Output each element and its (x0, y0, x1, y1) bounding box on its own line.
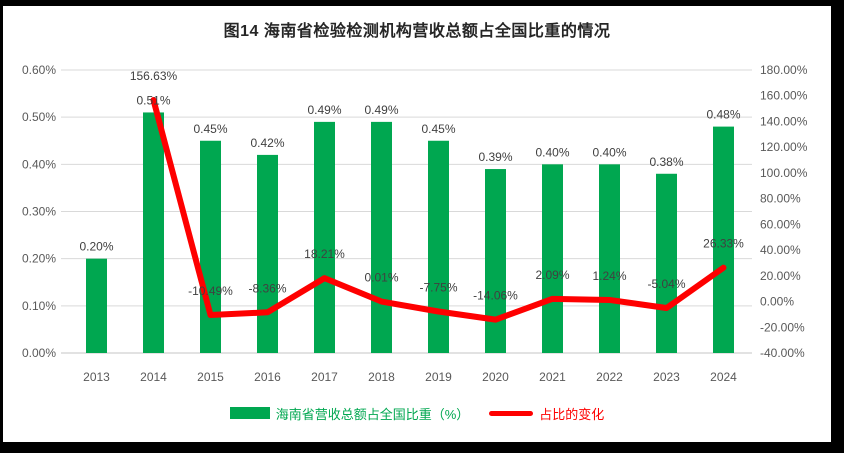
line-value-label: 2.09% (535, 268, 569, 282)
bar-2014 (143, 112, 164, 353)
bar-2021 (542, 164, 563, 353)
right-axis-tick-label: 180.00% (760, 63, 808, 77)
bar-value-label: 0.49% (364, 103, 398, 117)
legend-item-line-series: 占比的变化 (489, 404, 604, 423)
right-axis-tick-label: 60.00% (760, 217, 801, 231)
x-axis-year-label: 2013 (83, 370, 110, 384)
bar-2018 (371, 121, 392, 353)
line-value-label: -7.75% (419, 281, 457, 295)
bar-2023 (656, 173, 677, 353)
bar-value-label: 0.20% (79, 240, 113, 254)
x-axis-year-label: 2020 (482, 370, 509, 384)
right-axis-tick-label: 100.00% (760, 166, 808, 180)
bar-value-label: 0.49% (307, 103, 341, 117)
line-value-label: 26.33% (703, 237, 744, 251)
left-axis-tick-label: 0.60% (22, 63, 56, 77)
bar-value-label: 0.45% (421, 122, 455, 136)
bar-2013 (86, 258, 107, 353)
line-value-label: 156.63% (130, 69, 178, 83)
left-axis-tick-label: 0.40% (22, 157, 56, 171)
bar-series-legend-label: 海南省营收总额占全国比重（%） (275, 406, 470, 422)
right-axis-tick-label: 120.00% (760, 140, 808, 154)
bar-value-label: 0.40% (592, 145, 626, 159)
line-value-label: -8.36% (248, 281, 286, 295)
right-axis-tick-label: 140.00% (760, 114, 808, 128)
bar-value-label: 0.39% (478, 150, 512, 164)
bar-value-label: 0.48% (706, 108, 740, 122)
right-axis-tick-label: 160.00% (760, 89, 808, 103)
left-axis-tick-label: 0.20% (22, 252, 56, 266)
line-value-label: -14.06% (473, 289, 518, 303)
x-axis-year-label: 2014 (140, 370, 167, 384)
left-axis-tick-label: 0.30% (22, 205, 56, 219)
left-axis-tick-label: 0.00% (22, 346, 56, 360)
x-axis-year-label: 2017 (311, 370, 338, 384)
line-series-swatch-icon (489, 410, 534, 416)
x-axis-year-label: 2022 (596, 370, 623, 384)
line-value-label: 1.24% (592, 269, 626, 283)
chart-legend: 海南省营收总额占全国比重（%） 占比的变化 (3, 403, 831, 423)
left-axis-tick-label: 0.10% (22, 299, 56, 313)
line-series-legend-label: 占比的变化 (539, 406, 605, 422)
right-axis-tick-label: 20.00% (760, 269, 801, 283)
line-value-label: 18.21% (304, 247, 345, 261)
bar-value-label: 0.38% (649, 155, 683, 169)
x-axis-year-label: 2023 (653, 370, 680, 384)
line-value-label: 0.01% (364, 271, 398, 285)
line-value-label: -10.49% (188, 284, 233, 298)
bar-series-swatch-icon (229, 407, 270, 419)
x-axis-year-label: 2024 (710, 370, 737, 384)
line-value-label: -5.04% (647, 277, 685, 291)
right-axis-tick-label: -20.00% (760, 320, 805, 334)
left-axis-tick-label: 0.50% (22, 110, 56, 124)
x-axis-year-label: 2016 (254, 370, 281, 384)
right-axis-tick-label: 40.00% (760, 243, 801, 257)
bar-value-label: 0.40% (535, 145, 569, 159)
x-axis-year-label: 2021 (539, 370, 566, 384)
bar-value-label: 0.42% (250, 136, 284, 150)
chart-plot-area: 0.00% 0.10% 0.20% 0.30% 0.40% 0.50% 0.60% -40.0… (22, 63, 808, 384)
bar-2022 (599, 164, 620, 353)
right-axis-tick-label: 80.00% (760, 192, 801, 206)
x-axis-year-label: 2015 (197, 370, 224, 384)
bar-value-label: 0.51% (136, 93, 170, 107)
bar-2017 (314, 121, 335, 353)
bar-2020 (485, 169, 506, 353)
bar-2024 (713, 126, 734, 353)
right-axis-tick-label: 0.00% (760, 295, 794, 309)
x-axis-year-label: 2018 (368, 370, 395, 384)
bar-2015 (200, 140, 221, 353)
change-line (150, 97, 727, 323)
chart-title: 图14 海南省检验检测机构营收总额占全国比重的情况 (223, 23, 611, 40)
x-axis-year-label: 2019 (425, 370, 452, 384)
legend-item-bar-series: 海南省营收总额占全国比重（%） (229, 404, 470, 423)
bar-2019 (428, 140, 449, 353)
bar-2016 (257, 154, 278, 353)
bar-value-label: 0.45% (193, 122, 227, 136)
chart-panel: 图14 海南省检验检测机构营收总额占全国比重的情况 0.00% 0.10% 0.20… (3, 6, 831, 442)
right-axis-tick-label: -40.00% (760, 346, 805, 360)
